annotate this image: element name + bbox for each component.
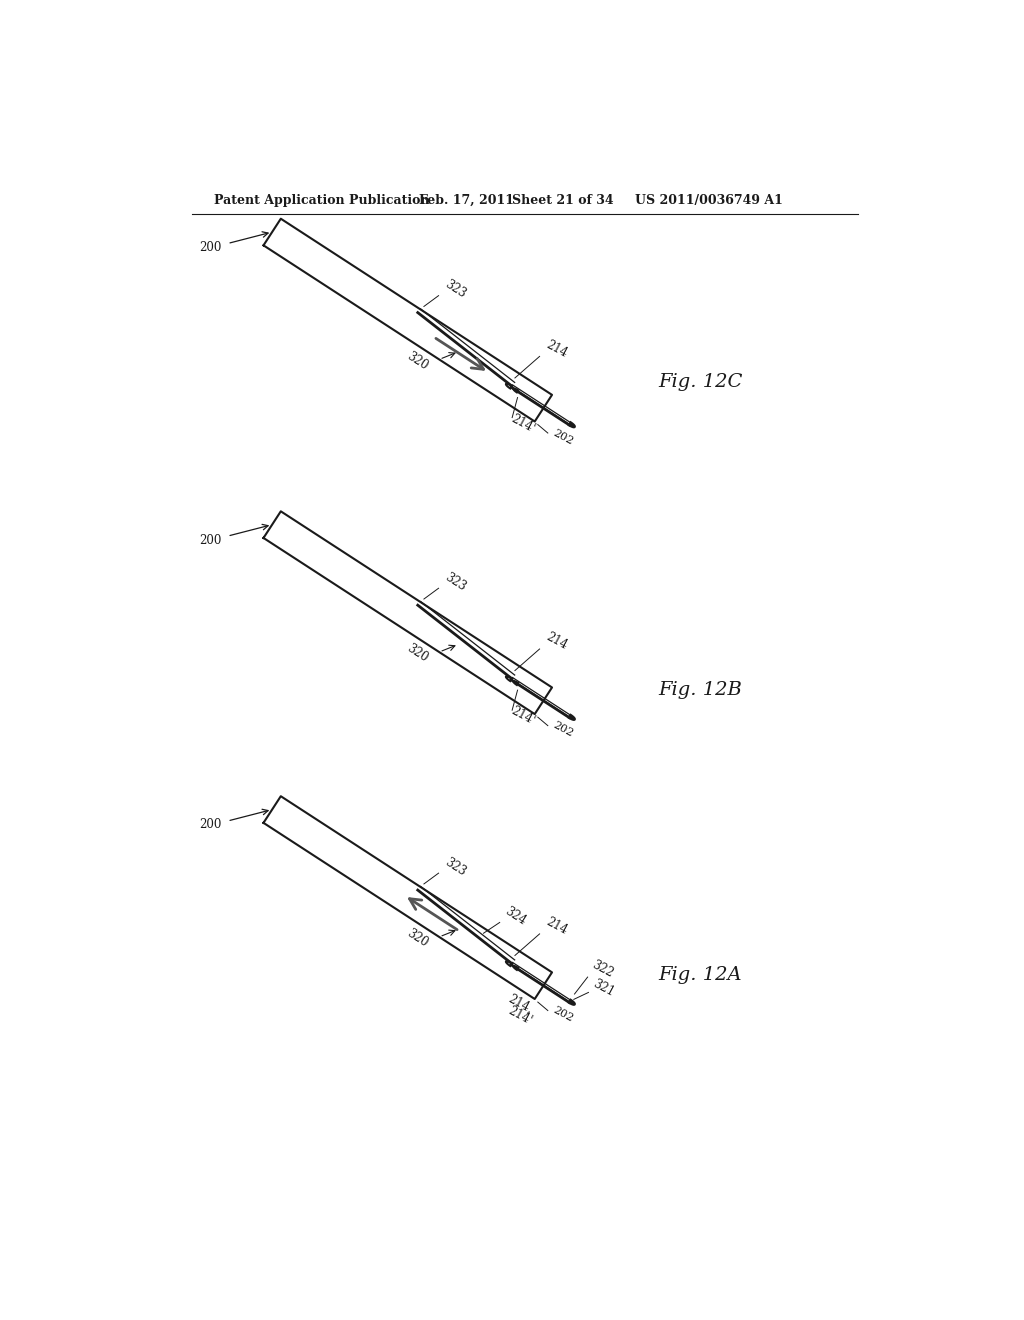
Text: 214: 214 — [544, 631, 569, 652]
Text: Sheet 21 of 34: Sheet 21 of 34 — [512, 194, 613, 207]
Text: 200: 200 — [199, 242, 221, 253]
Text: 214': 214' — [506, 1005, 535, 1027]
Text: 200: 200 — [199, 533, 221, 546]
Text: 320: 320 — [404, 350, 430, 372]
Text: US 2011/0036749 A1: US 2011/0036749 A1 — [635, 194, 782, 207]
Text: 323: 323 — [442, 570, 468, 594]
Text: 202: 202 — [552, 719, 575, 739]
Text: 321: 321 — [591, 978, 616, 999]
Text: 214: 214 — [544, 338, 569, 359]
Text: Fig. 12C: Fig. 12C — [658, 372, 742, 391]
Text: 202: 202 — [552, 428, 575, 446]
Text: 214,: 214, — [506, 991, 536, 1015]
Text: 214': 214' — [508, 705, 537, 729]
Text: Fig. 12A: Fig. 12A — [658, 966, 742, 983]
Text: 323: 323 — [442, 279, 468, 301]
Text: Feb. 17, 2011: Feb. 17, 2011 — [419, 194, 514, 207]
Text: 202: 202 — [552, 1005, 575, 1024]
Text: 322: 322 — [590, 958, 615, 981]
Text: 214: 214 — [544, 915, 569, 937]
Text: Patent Application Publication: Patent Application Publication — [214, 194, 429, 207]
Text: 320: 320 — [404, 642, 430, 665]
Text: 324: 324 — [502, 904, 527, 928]
Text: 320: 320 — [404, 927, 430, 950]
Text: Fig. 12B: Fig. 12B — [658, 681, 742, 698]
Text: 323: 323 — [442, 855, 468, 879]
Text: 200: 200 — [199, 818, 221, 832]
Text: 214': 214' — [508, 412, 537, 436]
